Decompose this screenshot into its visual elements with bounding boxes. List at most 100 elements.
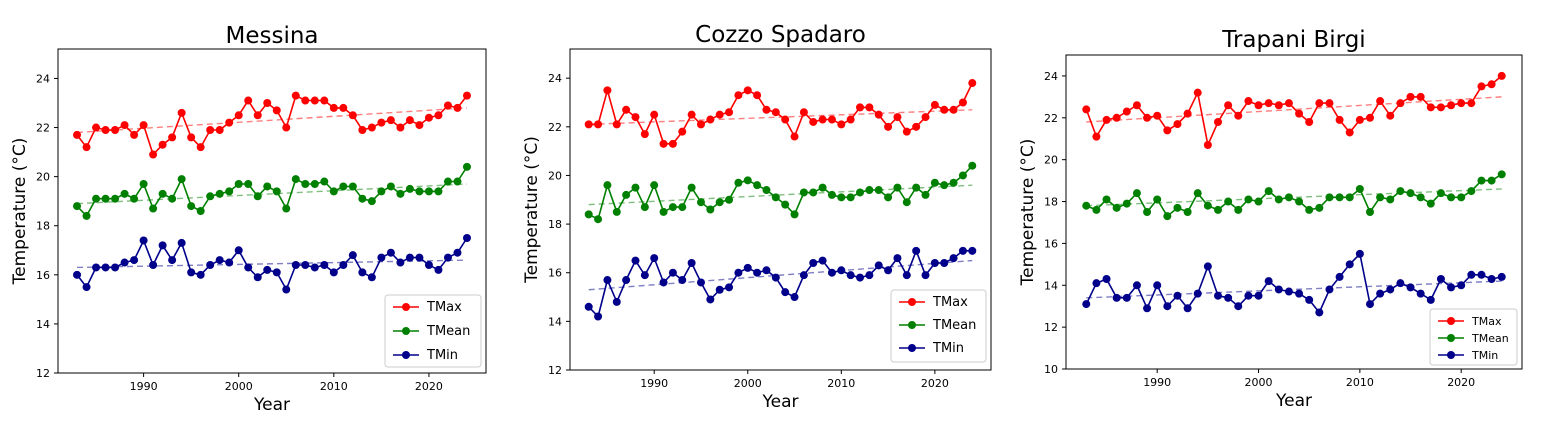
data-point: [1386, 195, 1395, 204]
data-point: [1366, 208, 1374, 216]
legend-label: TMax: [426, 300, 462, 315]
data-point: [168, 256, 177, 265]
data-point: [1082, 201, 1091, 210]
data-point: [1487, 274, 1496, 283]
data-point: [874, 110, 883, 119]
data-point: [253, 111, 262, 120]
data-point: [1345, 193, 1354, 202]
data-point: [1254, 197, 1263, 206]
data-point: [1183, 304, 1192, 313]
data-point: [1153, 111, 1162, 120]
data-point: [968, 79, 977, 88]
data-point: [168, 133, 177, 142]
data-point: [594, 215, 603, 224]
data-point: [1497, 71, 1506, 80]
data-point: [177, 238, 186, 247]
chart-panel-1: Messina 1990 2000 2010 2020 12 14 16 18 20 22 24 Yea…: [10, 23, 487, 415]
data-point: [1254, 291, 1263, 300]
data-point: [846, 193, 855, 202]
data-point: [865, 103, 874, 112]
data-point: [1193, 189, 1202, 198]
data-point: [940, 259, 949, 267]
data-point: [874, 261, 883, 270]
data-point: [818, 115, 827, 124]
data-point: [678, 276, 687, 285]
data-point: [1315, 99, 1324, 108]
data-point: [396, 189, 405, 198]
data-point: [1477, 270, 1486, 279]
data-point: [902, 198, 911, 207]
data-point: [725, 108, 734, 117]
data-point: [818, 183, 827, 192]
data-point: [92, 263, 101, 272]
data-point: [443, 253, 452, 262]
data-point: [272, 106, 281, 115]
data-point: [73, 202, 82, 211]
chart-title: Messina: [225, 23, 318, 49]
data-point: [348, 111, 357, 120]
data-point: [348, 251, 357, 260]
data-point: [1457, 281, 1466, 290]
data-point: [771, 273, 780, 282]
data-point: [291, 91, 300, 100]
data-point: [640, 203, 649, 212]
data-point: [386, 248, 395, 257]
data-point: [958, 98, 967, 107]
data-point: [215, 256, 224, 265]
legend-swatch-marker: [1447, 317, 1455, 325]
legend-swatch-marker: [1447, 334, 1455, 342]
data-point: [434, 111, 443, 120]
data-point: [149, 150, 158, 159]
data-point: [1143, 113, 1152, 122]
series-tmean: [73, 162, 471, 220]
data-point: [1132, 189, 1141, 198]
data-point: [846, 271, 855, 280]
series-line-tmean: [588, 165, 973, 221]
data-point: [884, 122, 893, 131]
data-point: [650, 254, 659, 263]
data-point: [706, 115, 715, 124]
data-point: [272, 187, 281, 196]
data-point: [358, 194, 367, 203]
data-point: [149, 204, 158, 213]
data-point: [1447, 283, 1456, 292]
data-point: [1214, 205, 1222, 214]
data-point: [1305, 117, 1314, 126]
legend-swatch-marker: [402, 327, 410, 335]
chart-panel-3: Trapani Birgi 1990 2000 2010 2020 10 12 14 16 18 2…: [1018, 27, 1523, 411]
data-point: [809, 259, 818, 267]
data-point: [310, 263, 319, 272]
data-point: [1477, 176, 1486, 185]
data-point: [443, 177, 452, 186]
data-point: [291, 261, 300, 269]
data-point: [1325, 193, 1334, 202]
data-point: [158, 140, 167, 149]
data-point: [1284, 193, 1293, 202]
data-point: [734, 268, 743, 277]
data-point: [453, 103, 462, 112]
data-point: [837, 193, 846, 202]
x-tick-label: 2000: [225, 380, 253, 393]
data-point: [1163, 212, 1172, 221]
y-tick-label: 16: [548, 267, 562, 280]
data-point: [196, 143, 205, 152]
data-point: [809, 188, 818, 197]
data-point: [111, 126, 120, 134]
data-point: [1274, 285, 1283, 294]
data-point: [462, 234, 471, 242]
data-point: [1183, 208, 1192, 216]
data-point: [668, 268, 677, 277]
data-point: [827, 115, 836, 124]
x-tick-label: 2010: [320, 380, 348, 393]
data-point: [101, 194, 110, 203]
data-point: [799, 108, 808, 117]
data-point: [893, 254, 902, 263]
data-point: [1274, 101, 1283, 110]
data-point: [668, 203, 677, 212]
data-point: [263, 99, 272, 107]
data-point: [725, 283, 734, 292]
data-point: [358, 268, 367, 277]
y-tick-label: 20: [548, 169, 562, 182]
data-point: [234, 111, 243, 120]
data-point: [753, 91, 762, 100]
